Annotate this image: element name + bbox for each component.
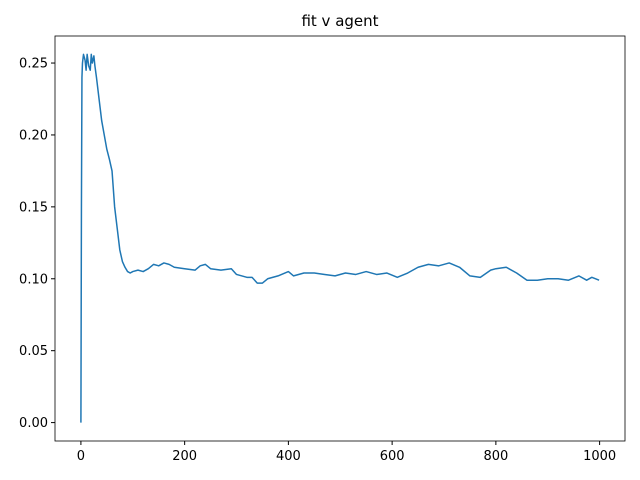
x-tick-label: 600 [380, 449, 405, 464]
x-tick-label: 400 [276, 449, 301, 464]
line-series [80, 53, 600, 423]
x-tick-label: 1000 [583, 449, 616, 464]
x-tick-label: 800 [483, 449, 508, 464]
axes-frame [54, 35, 626, 442]
y-tick-label: 0.00 [19, 416, 48, 431]
y-tick-label: 0.20 [19, 128, 48, 143]
y-tick-label: 0.25 [19, 57, 48, 72]
chart-title: fit v agent [301, 12, 378, 30]
y-tick-label: 0.10 [19, 272, 48, 287]
y-tick-label: 0.05 [19, 344, 48, 359]
y-tick-label: 0.15 [19, 200, 48, 215]
x-tick-label: 200 [172, 449, 197, 464]
x-tick-label: 0 [77, 449, 85, 464]
